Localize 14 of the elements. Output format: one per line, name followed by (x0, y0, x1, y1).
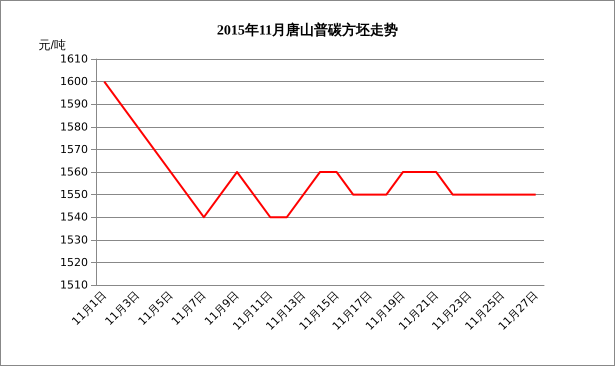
y-tick-label: 1590 (60, 98, 88, 111)
y-axis-title: 元/吨 (38, 38, 66, 52)
y-tick-label: 1520 (60, 256, 88, 269)
y-tick-label: 1580 (60, 120, 88, 134)
y-tick-label: 1610 (60, 52, 88, 66)
y-tick-label: 1540 (60, 210, 88, 224)
y-tick-label: 1560 (60, 166, 88, 178)
y-tick-label: 1530 (60, 233, 88, 246)
y-tick-label: 1510 (60, 278, 88, 292)
y-tick-label: 1600 (60, 75, 88, 88)
y-tick-label: 1570 (60, 142, 88, 156)
y-tick-label: 1550 (60, 188, 88, 202)
line-series (103, 80, 537, 218)
chart-title: 2015年11月唐山普碳方坯走势 (216, 22, 398, 38)
